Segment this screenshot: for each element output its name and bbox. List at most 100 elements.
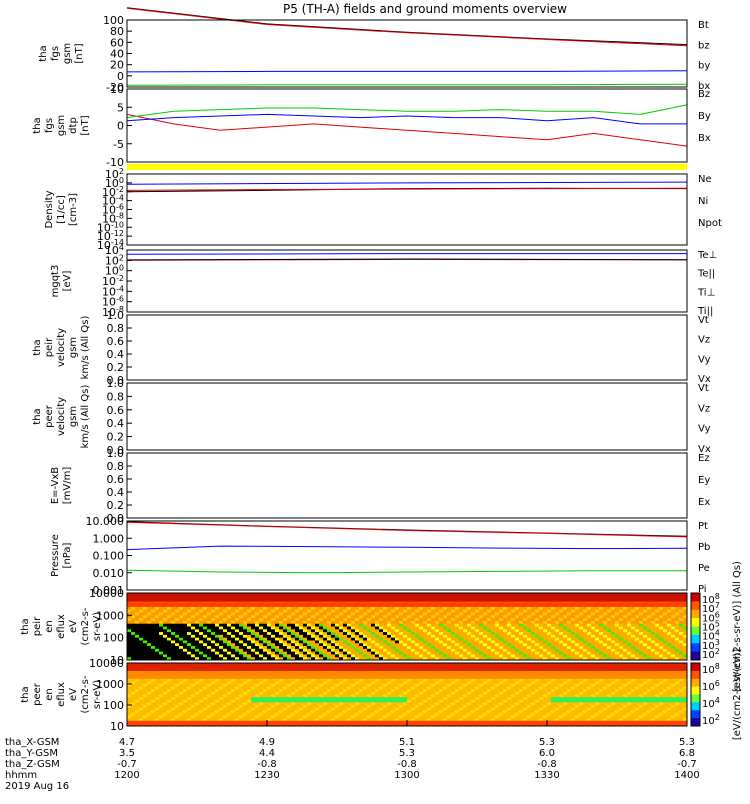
heat-cell (259, 676, 263, 679)
heat-cell (295, 627, 299, 630)
heat-cell (419, 629, 423, 632)
heat-cell (139, 674, 143, 677)
heat-cell (567, 640, 571, 643)
heat-cell (331, 718, 335, 721)
heat-cell (199, 718, 203, 721)
heat-cell (171, 627, 175, 630)
heat-cell (547, 643, 551, 646)
heat-cell (359, 702, 363, 705)
heat-cell (439, 635, 443, 638)
heat-cell (159, 695, 163, 698)
heat-cell (479, 632, 483, 635)
heat-cell (175, 668, 179, 671)
ytick-label: 0.6 (107, 473, 125, 486)
heat-cell (439, 624, 443, 627)
heat-cell (391, 649, 395, 652)
heat-cell (643, 629, 647, 632)
heat-cell (495, 613, 499, 616)
heat-cell (275, 632, 279, 635)
heat-cell (323, 638, 327, 641)
heat-cell (555, 604, 559, 607)
heat-cell (203, 679, 207, 682)
heat-cell (327, 621, 331, 624)
heat-cell (359, 705, 363, 708)
heat-cell (395, 624, 399, 627)
heat-cell (451, 604, 455, 607)
heat-cell (287, 721, 291, 724)
heat-cell (379, 610, 383, 613)
heat-cell (187, 643, 191, 646)
heat-cell (291, 640, 295, 643)
heat-cell (199, 721, 203, 724)
heat-cell (407, 643, 411, 646)
heat-cell (507, 646, 511, 649)
heat-cell (323, 718, 327, 721)
heat-cell (331, 613, 335, 616)
heat-cell (283, 596, 287, 599)
heat-cell (251, 627, 255, 630)
heat-cell (139, 713, 143, 716)
heat-cell (179, 601, 183, 604)
heat-cell (227, 702, 231, 705)
heat-cell (411, 646, 415, 649)
heat-cell (303, 708, 307, 711)
heat-cell (151, 692, 155, 695)
heat-cell (247, 652, 251, 655)
heat-cell (303, 621, 307, 624)
heat-cell (203, 640, 207, 643)
heat-cell (239, 695, 243, 698)
heat-cell (179, 621, 183, 624)
heat-cell (203, 601, 207, 604)
heat-cell (283, 681, 287, 684)
heat-cell (187, 695, 191, 698)
heat-cell (243, 621, 247, 624)
heat-cell (503, 638, 507, 641)
heat-cell (247, 596, 251, 599)
heat-cell (207, 697, 211, 700)
heat-cell (531, 610, 535, 613)
heat-cell (267, 668, 271, 671)
heat-cell (471, 624, 475, 627)
heat-cell (443, 615, 447, 618)
heat-cell (271, 708, 275, 711)
heat-cell (171, 649, 175, 652)
heat-cell (459, 610, 463, 613)
heat-cell (639, 621, 643, 624)
heat-cell (195, 632, 199, 635)
heat-cell (583, 646, 587, 649)
heat-cell (255, 607, 259, 610)
heat-cell (559, 629, 563, 632)
heat-cell (267, 697, 271, 700)
heat-cell (523, 649, 527, 652)
heat-cell (315, 621, 319, 624)
heat-cell (147, 716, 151, 719)
heat-cell (219, 700, 223, 703)
heat-cell (351, 629, 355, 632)
heat-cell (451, 632, 455, 635)
heat-cell (231, 697, 235, 700)
heat-cell (147, 640, 151, 643)
heat-cell (143, 607, 147, 610)
heat-cell (311, 721, 315, 724)
heat-cell (491, 604, 495, 607)
heat-cell (131, 666, 135, 669)
heat-cell (551, 610, 555, 613)
heat-cell (651, 646, 655, 649)
heat-cell (255, 621, 259, 624)
heat-cell (179, 671, 183, 674)
heat-cell (455, 615, 459, 618)
heat-cell (203, 666, 207, 669)
heat-cell (199, 646, 203, 649)
heat-cell (387, 640, 391, 643)
heat-cell (411, 618, 415, 621)
heat-cell (299, 646, 303, 649)
heat-cell (407, 635, 411, 638)
heat-cell (167, 710, 171, 713)
heat-cell (175, 632, 179, 635)
heat-cell (507, 621, 511, 624)
heat-cell (315, 643, 319, 646)
heat-cell (271, 643, 275, 646)
heat-cell (635, 640, 639, 643)
heat-cell (151, 654, 155, 657)
heat-cell (547, 646, 551, 649)
